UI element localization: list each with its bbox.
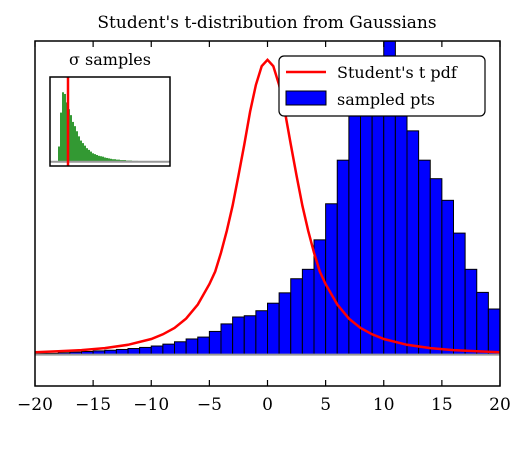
histogram-bar: [139, 346, 152, 356]
inset-histogram-bars: [58, 92, 138, 162]
histogram-bar: [220, 323, 234, 356]
legend-bar-swatch: [285, 90, 327, 106]
histogram-bar: [208, 330, 222, 356]
x-tick-label: 15: [431, 395, 453, 415]
inset-bar: [80, 140, 82, 162]
inset-bar: [112, 159, 114, 162]
inset-title: σ samples: [69, 50, 151, 69]
histogram-bar: [360, 82, 373, 356]
inset-bar: [96, 154, 98, 162]
inset-bar: [106, 157, 108, 162]
legend: Student's t pdf sampled pts: [278, 55, 486, 117]
inset-bar: [70, 115, 72, 162]
histogram-bar: [267, 302, 280, 356]
inset-bar: [108, 158, 110, 162]
inset-bar: [90, 151, 92, 162]
histogram-bar: [441, 199, 454, 356]
inset-bar: [76, 131, 78, 162]
inset-bar: [72, 121, 74, 162]
histogram-bar: [232, 316, 245, 356]
histogram-bar: [162, 343, 175, 356]
inset-bar: [100, 156, 102, 162]
inset-bar: [88, 149, 90, 162]
inset-bar: [114, 159, 116, 162]
inset-bar: [58, 146, 60, 162]
x-axis-ticks: −20 −15 −10 −5 0 5 10 15 20: [17, 41, 511, 415]
inset-bar: [86, 148, 88, 162]
legend-label-pdf: Student's t pdf: [337, 63, 458, 82]
inset-bar: [110, 158, 112, 162]
inset-bar: [84, 145, 86, 162]
inset-bar: [64, 93, 66, 162]
inset-bar: [78, 136, 80, 162]
x-tick-label: −10: [133, 395, 169, 415]
histogram-bar: [174, 341, 187, 356]
inset-bar: [92, 153, 94, 162]
inset-plot-area: σ samples: [49, 50, 171, 167]
histogram-bars: [34, 40, 501, 356]
x-tick-label: −20: [17, 395, 53, 415]
inset-bar: [104, 157, 106, 162]
inset-bar: [98, 155, 100, 162]
histogram-bar: [197, 336, 210, 356]
students-t-pdf-line: [34, 57, 501, 354]
histogram-bar: [278, 292, 292, 356]
inset-bar: [118, 159, 120, 162]
histogram-bar: [429, 178, 443, 356]
histogram-bar: [336, 159, 350, 356]
x-tick-label: −5: [197, 395, 222, 415]
x-tick-label: 5: [320, 395, 331, 415]
histogram-bar: [243, 315, 257, 356]
inset-bar: [62, 92, 64, 162]
histogram-bar: [150, 345, 164, 356]
legend-label-samples: sampled pts: [337, 90, 435, 109]
histogram-bar: [476, 291, 489, 356]
histogram-bar: [301, 268, 315, 356]
histogram-bar: [255, 310, 268, 356]
x-tick-label: 20: [489, 395, 511, 415]
inset-bar: [116, 159, 118, 162]
inset-bar: [82, 143, 84, 162]
histogram-bar: [394, 82, 408, 356]
x-tick-label: −15: [75, 395, 111, 415]
histogram-bar: [325, 203, 338, 356]
inset-frame: [49, 76, 171, 167]
histogram-bar: [453, 232, 466, 356]
histogram-bar: [464, 268, 478, 356]
histogram-bar: [487, 308, 501, 356]
histogram-bar: [406, 130, 420, 356]
x-tick-label: 0: [262, 395, 273, 415]
inset-bar: [94, 154, 96, 162]
histogram-bar: [290, 278, 303, 356]
inset-bar: [74, 126, 76, 162]
histogram-bar: [418, 159, 431, 356]
legend-box: [278, 55, 486, 117]
histogram-bar: [185, 338, 199, 356]
inset-bar: [60, 112, 62, 162]
chart-title: Student's t-distribution from Gaussians: [97, 13, 436, 33]
inset-bar: [102, 156, 104, 162]
x-tick-label: 10: [373, 395, 395, 415]
